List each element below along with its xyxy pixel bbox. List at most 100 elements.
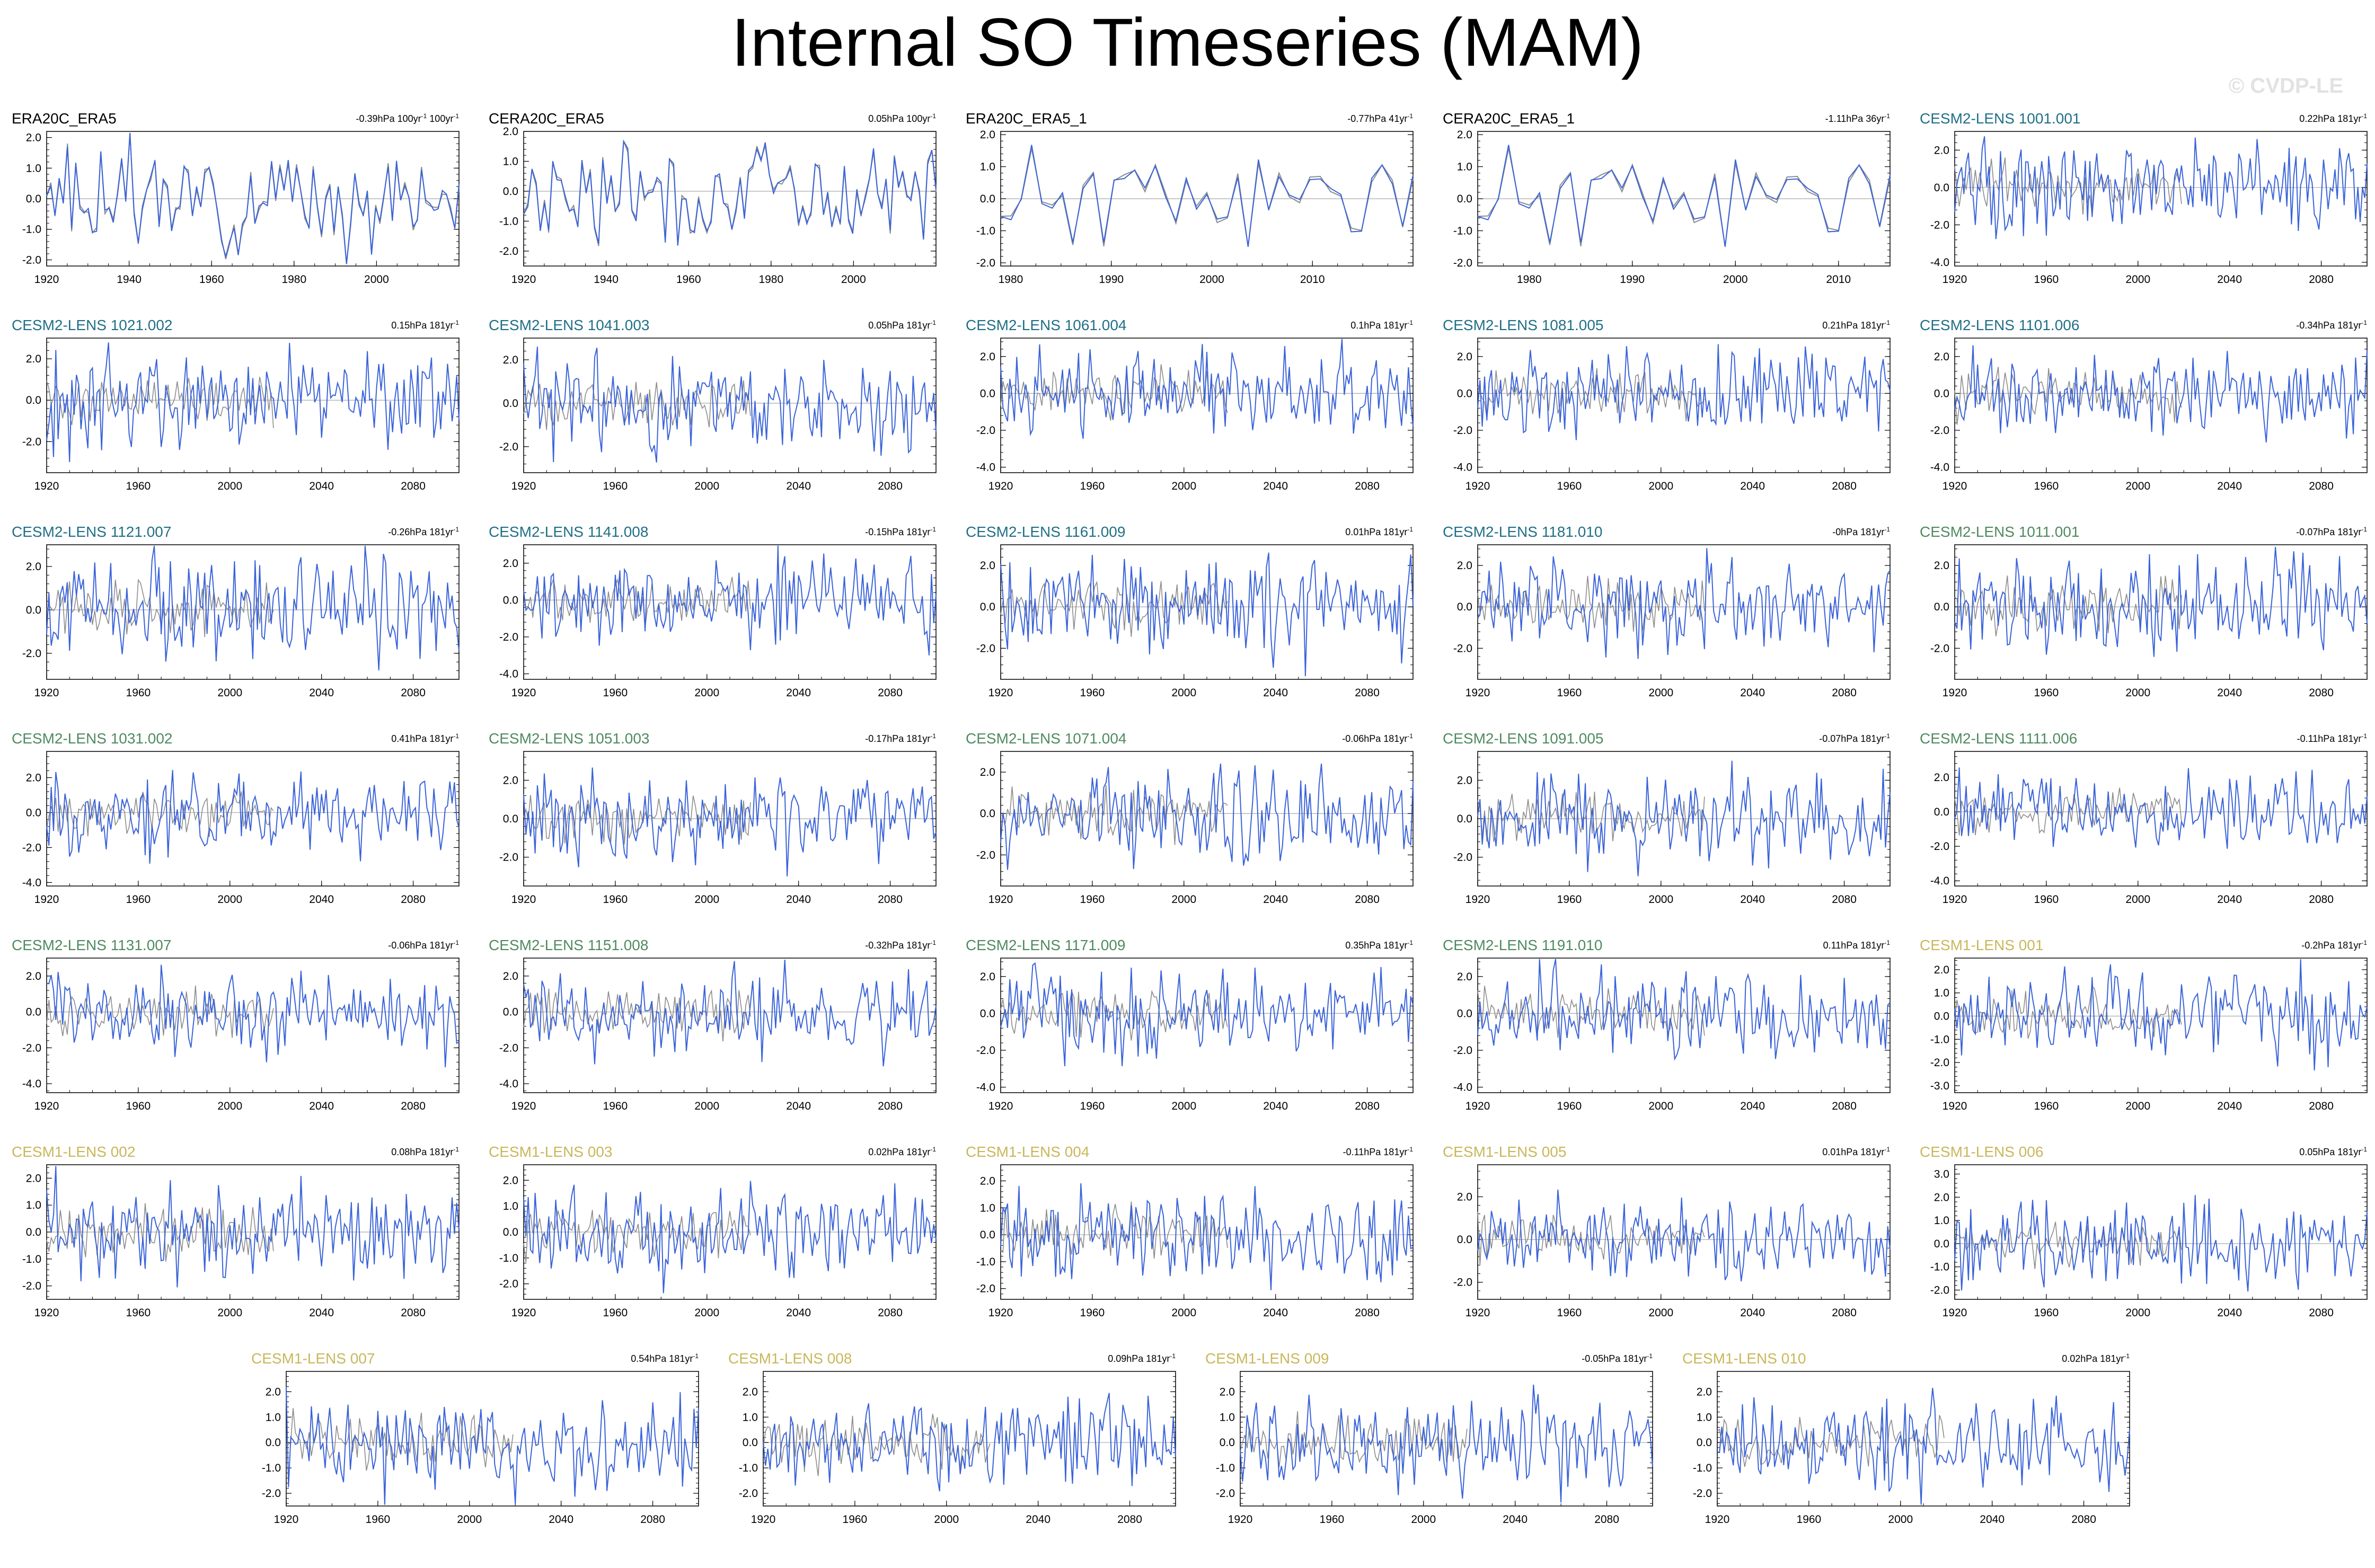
x-tick-label: 2040 (1263, 893, 1288, 906)
x-tick-label: 2040 (2217, 687, 2242, 699)
x-tick-label: 2040 (1263, 1307, 1288, 1319)
y-tick-label: 0.0 (1457, 1234, 1472, 1246)
timeseries-panel: 2.0 0.0 -2.0 1920 1960 2000 2040 2080 CESM2-LENS… (1441, 726, 1918, 917)
x-tick-label: 2040 (1740, 480, 1765, 492)
plot-frame (46, 338, 460, 473)
panel-title: ERA20C_ERA5 (12, 110, 117, 127)
x-tick-label: 2000 (1171, 893, 1196, 906)
panel-trend-label: 0.09hPa 181yr-1 (1108, 1352, 1176, 1364)
x-tick-label: 2000 (841, 273, 866, 286)
x-tick-label: 1920 (1943, 480, 1967, 492)
y-tick-label: 1.0 (1220, 1411, 1235, 1423)
timeseries-panel: 2.0 1.0 0.0 -1.0 -2.0 1920 1940 1960 1980 2000 CER… (487, 106, 964, 297)
y-tick-label: -2.0 (1453, 642, 1472, 654)
y-tick-label: -2.0 (1930, 840, 1949, 853)
panel-plot: 2.0 0.0 -2.0 -4.0 1920 1960 2000 2040 2080 (499, 958, 937, 1112)
x-tick-label: 2040 (1026, 1513, 1050, 1526)
x-tick-label: 1920 (1228, 1513, 1253, 1526)
x-tick-label: 2080 (1355, 1307, 1380, 1319)
observation-series-line (46, 579, 274, 637)
member-series-line (1954, 546, 2368, 657)
x-tick-label: 2040 (1740, 893, 1765, 906)
y-tick-label: 2.0 (503, 557, 518, 570)
y-tick-label: -2.0 (1453, 1277, 1472, 1289)
plot-frame (1000, 751, 1414, 887)
member-series-line (1954, 767, 2368, 849)
x-tick-label: 2040 (1263, 1100, 1288, 1112)
x-tick-label: 2080 (1832, 687, 1857, 699)
x-tick-label: 2000 (2125, 687, 2150, 699)
observation-series-line (523, 988, 751, 1042)
y-tick-label: 2.0 (1457, 129, 1472, 141)
panel-plot: 2.0 1.0 0.0 -1.0 -2.0 1920 1960 2000 2040 2080 (1216, 1371, 1653, 1526)
x-tick-label: 2040 (549, 1513, 573, 1526)
timeseries-panel: 2.0 0.0 -2.0 1920 1960 2000 2040 2080 CESM2-LENS… (964, 519, 1441, 710)
y-tick-label: -2.0 (499, 441, 518, 453)
timeseries-panel: 2.0 0.0 -2.0 -4.0 1920 1960 2000 2040 2080 CESM2-… (964, 933, 1441, 1123)
y-tick-label: 2.0 (266, 1386, 281, 1398)
member-series-line (523, 545, 937, 655)
timeseries-panel: 2.0 0.0 -2.0 -4.0 1920 1960 2000 2040 2080 CESM2-… (964, 313, 1441, 503)
x-tick-label: 1960 (2034, 480, 2059, 492)
panel-plot: 2.0 1.0 0.0 -1.0 -2.0 1920 1960 2000 2040 2080 (739, 1371, 1176, 1526)
y-tick-label: -1.0 (1930, 1033, 1949, 1046)
y-tick-label: 0.0 (26, 604, 41, 616)
y-tick-label: 0.0 (1220, 1437, 1235, 1449)
y-tick-label: 2.0 (26, 772, 41, 784)
panel-title: CESM1-LENS 007 (251, 1350, 375, 1367)
member-series-line (523, 139, 937, 246)
member-series-line (763, 1393, 1176, 1492)
x-tick-label: 2000 (2125, 480, 2150, 492)
member-series-line (1477, 344, 1891, 440)
y-tick-label: 0.0 (1934, 601, 1949, 613)
timeseries-panel: 2.0 0.0 -2.0 -4.0 1920 1960 2000 2040 2080 CESM2-… (1441, 313, 1918, 503)
panel-trend-label: 0.11hPa 181yr-1 (1823, 939, 1890, 951)
observation-series-line (1477, 986, 1705, 1038)
x-tick-label: 1960 (2034, 1100, 2059, 1112)
panel-trend-label: 0.05hPa 100yr-1 (868, 112, 936, 124)
y-tick-label: 2.0 (980, 351, 995, 363)
y-tick-label: 3.0 (1934, 1168, 1949, 1181)
panel-title: CESM2-LENS 1001.001 (1920, 110, 2081, 127)
timeseries-panel: 2.0 0.0 -2.0 1920 1960 2000 2040 2080 CESM2-LENS… (964, 726, 1441, 917)
x-tick-label: 2040 (1980, 1513, 2005, 1526)
panel-trend-label: 0.08hPa 181yr-1 (391, 1146, 459, 1157)
watermark: © CVDP-LE (2228, 74, 2343, 98)
timeseries-panel: 2.0 0.0 -2.0 -4.0 1920 1960 2000 2040 2080 CESM2-… (1918, 726, 2375, 917)
y-tick-label: -2.0 (976, 849, 995, 861)
panel-title: CESM1-LENS 001 (1920, 937, 2044, 953)
y-tick-label: 0.0 (743, 1437, 758, 1449)
x-tick-label: 1920 (1943, 1100, 1967, 1112)
x-tick-label: 1920 (34, 480, 59, 492)
y-tick-label: -2.0 (976, 257, 995, 269)
panel-plot: 2.0 0.0 -2.0 1920 1960 2000 2040 2080 (499, 338, 937, 492)
y-tick-label: 0.0 (1934, 387, 1949, 400)
x-tick-label: 1920 (988, 1100, 1013, 1112)
x-tick-label: 1960 (676, 273, 701, 286)
panel-plot: 2.0 1.0 0.0 -1.0 -2.0 1980 1990 2000 2010 (1453, 129, 1891, 286)
x-tick-label: 2040 (2217, 480, 2242, 492)
x-tick-label: 2040 (2217, 893, 2242, 906)
y-tick-label: -2.0 (976, 424, 995, 437)
x-tick-label: 2000 (1648, 687, 1673, 699)
y-tick-label: -1.0 (976, 225, 995, 237)
panel-title: CESM2-LENS 1161.009 (966, 524, 1126, 540)
x-tick-label: 1960 (1320, 1513, 1345, 1526)
timeseries-panel: 2.0 0.0 -2.0 1920 1960 2000 2040 2080 CESM2-LENS… (1441, 519, 1918, 710)
x-tick-label: 1940 (594, 273, 619, 286)
timeseries-panel: 2.0 1.0 0.0 -1.0 -2.0 1980 1990 2000 2010 CERA20C… (1441, 106, 1918, 297)
panel-title: CESM1-LENS 008 (728, 1350, 852, 1367)
page-title: Internal SO Timeseries (MAM) (731, 5, 1644, 81)
observation-series-line (1954, 1221, 2182, 1269)
x-tick-label: 1920 (1465, 893, 1490, 906)
member-series-line (1000, 145, 1414, 247)
x-tick-label: 2040 (786, 1100, 811, 1112)
x-tick-label: 2040 (1740, 687, 1765, 699)
x-tick-label: 1940 (117, 273, 142, 286)
x-tick-label: 2000 (364, 273, 389, 286)
x-tick-label: 2000 (2125, 1100, 2150, 1112)
x-tick-label: 2000 (694, 1307, 719, 1319)
panel-trend-label: -0.05hPa 181yr-1 (1582, 1352, 1653, 1364)
x-tick-label: 1980 (758, 273, 783, 286)
